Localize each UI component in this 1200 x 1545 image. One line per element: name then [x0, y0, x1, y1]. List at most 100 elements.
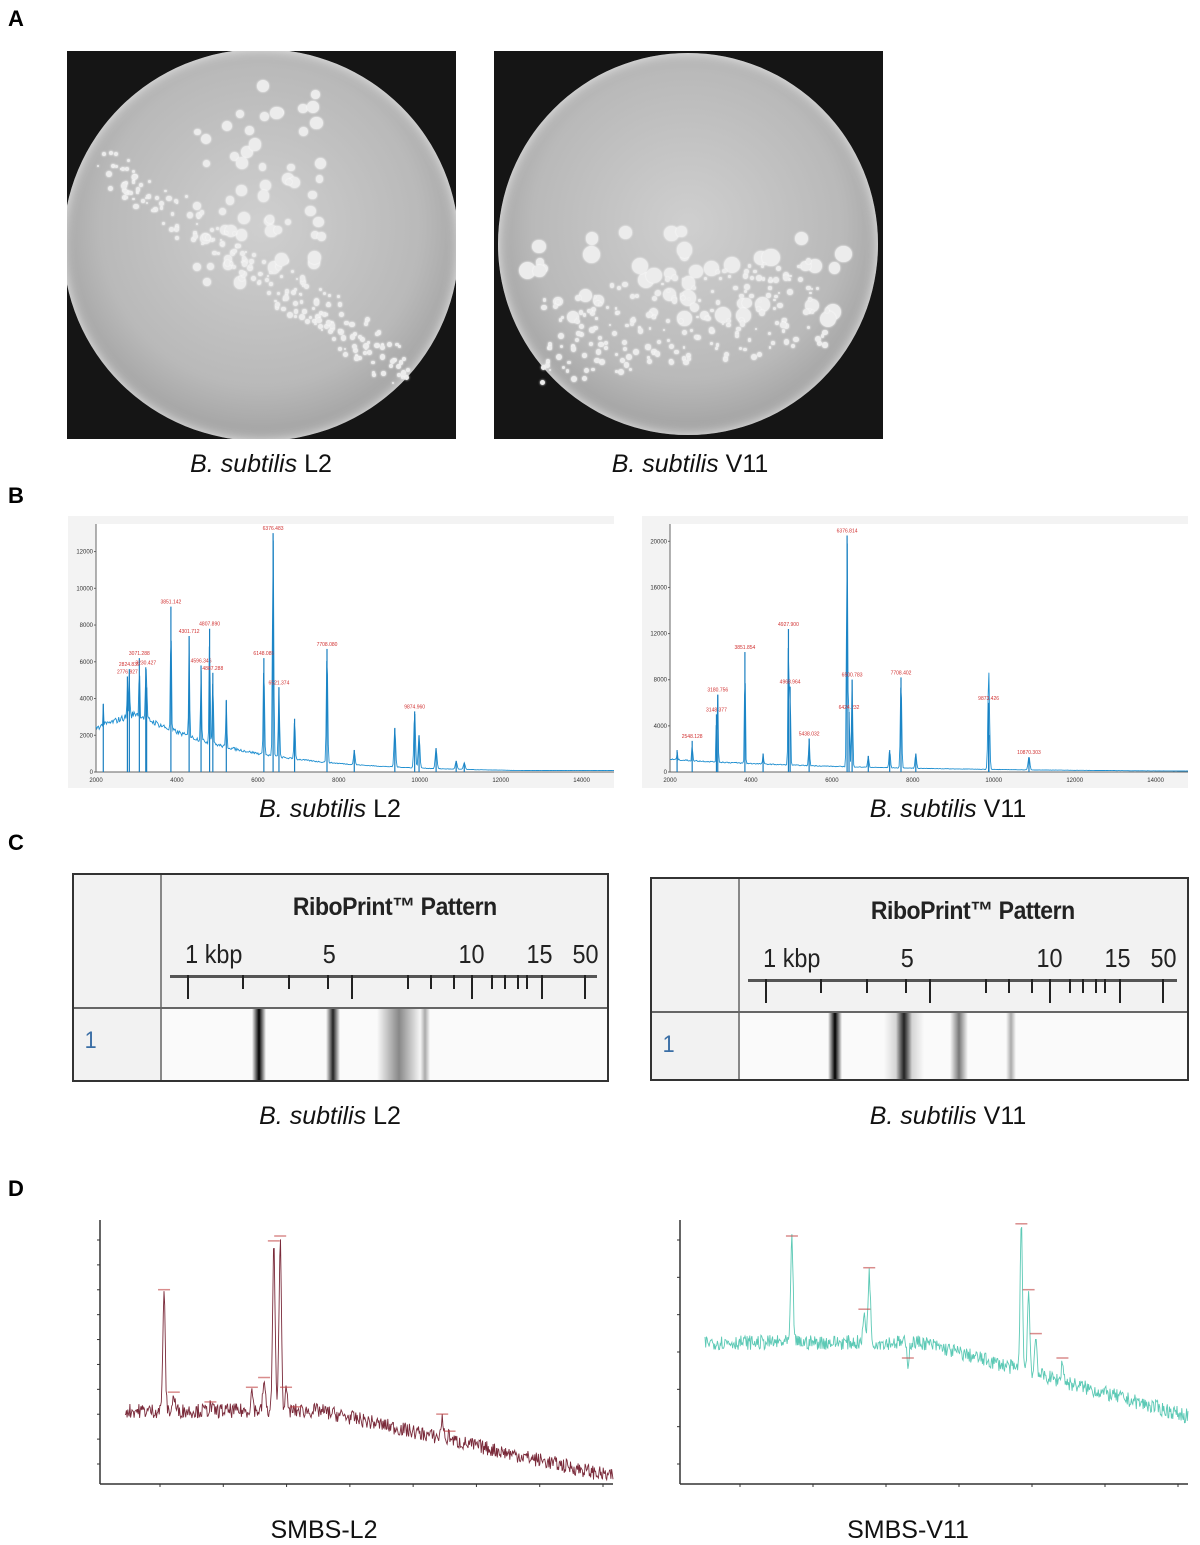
colony [589, 342, 593, 347]
colony [736, 326, 741, 332]
colony [135, 187, 141, 192]
colony [619, 225, 633, 239]
colony [266, 214, 275, 223]
scale-tick [1162, 979, 1164, 1003]
colony [738, 317, 745, 324]
colony [556, 353, 563, 360]
colony [668, 360, 674, 366]
colony [768, 278, 773, 284]
colony [351, 344, 358, 350]
panel-label-b: B [8, 483, 24, 508]
colony [578, 331, 585, 338]
colony [609, 323, 612, 326]
colony [539, 379, 545, 385]
colony [299, 127, 308, 136]
colony [395, 363, 402, 369]
colony [690, 329, 693, 332]
colony [806, 308, 813, 315]
colony [344, 320, 349, 326]
colony [175, 235, 179, 240]
scale-tick [1008, 979, 1010, 993]
x-tick-label: 6000 [251, 778, 265, 784]
colony [593, 325, 598, 330]
colony [124, 189, 130, 196]
colony [284, 289, 290, 294]
colony [576, 316, 579, 319]
colony [97, 165, 100, 168]
colony [265, 277, 270, 282]
colony [681, 356, 687, 361]
colony [637, 325, 642, 329]
colony [209, 238, 214, 243]
colony [303, 283, 309, 289]
scale-tick [1082, 979, 1084, 993]
colony [766, 293, 771, 298]
maldi-spectrum-v11: 2000 4000 6000 8000 10000 12000 14000 0 4000 8000… [642, 516, 1188, 788]
colony [615, 370, 619, 373]
species-name: B. subtilis [259, 795, 367, 823]
colony [293, 309, 299, 314]
colony [239, 250, 246, 257]
colony [683, 359, 689, 366]
colony [132, 179, 135, 183]
colony [710, 308, 714, 313]
colony [391, 382, 395, 385]
colony [235, 157, 248, 169]
riboprint-title: RiboPrint™ Pattern [870, 897, 1075, 925]
colony [312, 318, 318, 324]
colony [364, 319, 369, 323]
colony [548, 346, 553, 350]
colony [651, 348, 657, 355]
row-header-column [74, 875, 162, 1080]
peak-label: 10870.303 [1017, 750, 1041, 756]
scale-tick [1031, 979, 1033, 993]
colony [594, 357, 600, 364]
colony [808, 259, 823, 274]
colony [617, 369, 624, 375]
colony [193, 231, 197, 235]
colony [571, 376, 578, 382]
colony [141, 199, 145, 203]
colony [590, 367, 595, 372]
panel-label-d: D [8, 1176, 24, 1201]
colony [377, 330, 382, 335]
colony [672, 275, 678, 281]
colony [744, 284, 751, 291]
colony [721, 322, 725, 325]
colony [647, 356, 650, 359]
colony [676, 242, 693, 258]
colony [403, 374, 409, 380]
colony [401, 375, 405, 379]
colony [741, 298, 752, 309]
colony [828, 262, 841, 274]
colony [251, 253, 256, 258]
colony [629, 293, 635, 300]
colony [315, 158, 327, 170]
scale-label: 15 [1104, 943, 1131, 973]
colony [807, 296, 812, 301]
colony [340, 335, 347, 341]
colony [768, 286, 772, 290]
colony [762, 248, 781, 267]
colony [402, 356, 407, 361]
colony [629, 368, 633, 372]
colony [728, 275, 731, 278]
colony [337, 346, 342, 351]
colony [645, 344, 651, 350]
colony [682, 329, 688, 336]
x-tick-label: 6000 [825, 778, 839, 784]
colony [390, 358, 396, 365]
colony [327, 301, 331, 305]
colony [625, 323, 629, 327]
riboprint-pattern-l2: RiboPrint™ Pattern 1 kbp 5 10 15 50 1 [72, 873, 609, 1082]
colony [777, 302, 783, 309]
colony [379, 344, 386, 351]
colony [363, 351, 367, 355]
colony [349, 334, 355, 340]
colony [162, 222, 165, 225]
x-tick-label: 10000 [411, 778, 428, 784]
colony [357, 355, 362, 361]
colony [266, 274, 270, 278]
colony [582, 376, 588, 382]
colony [357, 335, 362, 340]
